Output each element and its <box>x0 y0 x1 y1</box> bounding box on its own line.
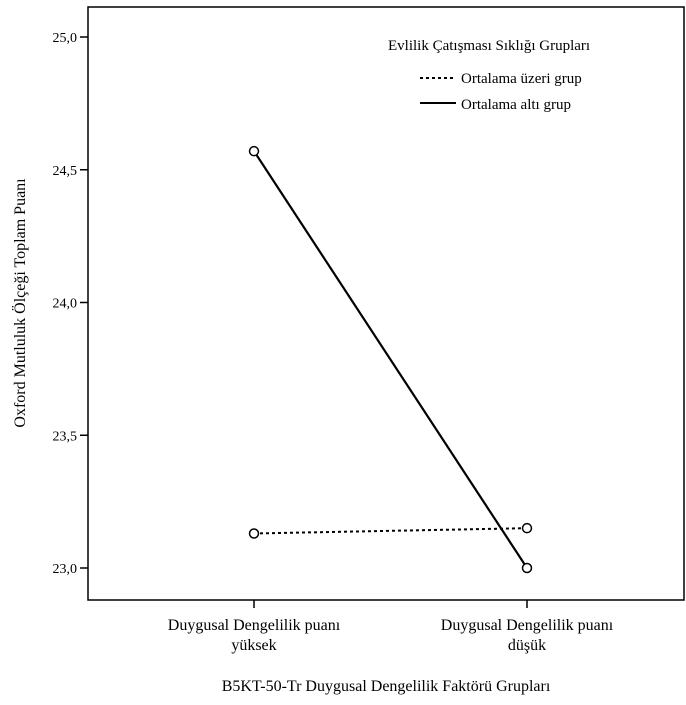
y-tick-label: 23,0 <box>53 562 78 577</box>
series-point <box>521 562 533 574</box>
series-line-0 <box>253 527 528 535</box>
y-tick-label: 24,0 <box>53 297 78 312</box>
series-point <box>521 522 533 534</box>
x-tick-label: Duygusal Dengelilik puanı <box>441 617 614 634</box>
y-axis-title: Oxford Mutluluk Ölçeği Toplam Puanı <box>11 178 29 428</box>
legend-label-above-average: Ortalama üzeri grup <box>461 71 582 87</box>
series-layer <box>248 145 533 574</box>
x-tick-label: yüksek <box>231 637 276 654</box>
series-line-1 <box>253 150 528 569</box>
y-tick-label: 24,5 <box>53 164 78 179</box>
legend-label-below-average: Ortalama altı grup <box>461 97 571 113</box>
legend-title: Evlilik Çatışması Sıklığı Grupları <box>388 38 590 54</box>
y-axis-ticks: 23,0 23,5 24,0 24,5 25,0 <box>53 31 88 577</box>
x-tick-label: Duygusal Dengelilik puanı <box>168 617 341 634</box>
x-axis-title: B5KT-50-Tr Duygusal Dengelilik Faktörü G… <box>222 678 551 695</box>
legend: Evlilik Çatışması Sıklığı Grupları Ortal… <box>388 38 590 113</box>
plot-frame <box>87 6 685 601</box>
series-point <box>248 145 260 157</box>
series-point <box>248 528 260 539</box>
x-axis-ticks: Duygusal Dengelilik puanı yüksek Duygusal … <box>168 600 614 654</box>
y-tick-label: 23,5 <box>53 429 78 444</box>
y-tick-label: 25,0 <box>53 31 78 46</box>
x-tick-label: düşük <box>508 637 546 654</box>
